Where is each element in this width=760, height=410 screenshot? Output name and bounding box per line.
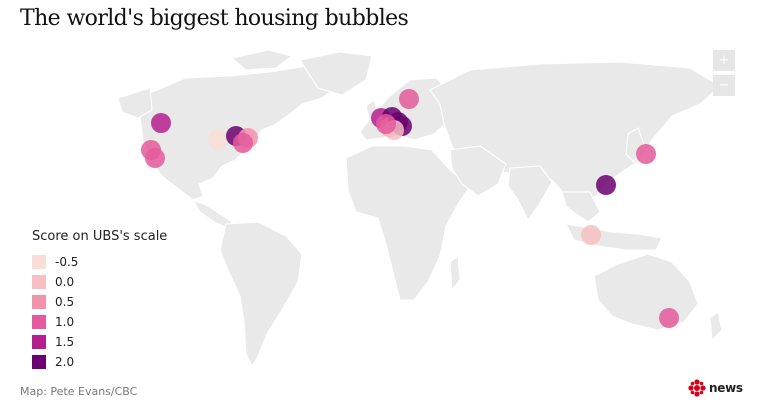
legend-item: 1.0: [32, 312, 167, 332]
zoom-out-button[interactable]: −: [713, 75, 735, 96]
city-bubble[interactable]: [596, 175, 616, 195]
map-credit: Map: Pete Evans/CBC: [20, 385, 138, 398]
city-bubbles[interactable]: [141, 89, 679, 328]
legend-item: -0.5: [32, 252, 167, 272]
land-greenland: [299, 51, 373, 96]
land-alaska: [117, 87, 153, 119]
legend: Score on UBS's scale -0.5 0.0 0.5 1.0 1.…: [32, 229, 167, 372]
legend-item: 1.5: [32, 332, 167, 352]
land-madagascar: [449, 255, 461, 291]
page-title: The world's biggest housing bubbles: [20, 6, 409, 31]
land-africa: [345, 145, 471, 301]
city-bubble[interactable]: [208, 130, 228, 150]
land-australia: [593, 253, 699, 331]
legend-label: 1.0: [55, 315, 75, 329]
land-indonesia: [565, 223, 663, 251]
brand-text: news: [709, 381, 743, 395]
zoom-in-button[interactable]: +: [713, 50, 735, 71]
legend-swatch: [32, 315, 46, 329]
city-bubble[interactable]: [659, 308, 679, 328]
city-bubble[interactable]: [145, 148, 165, 168]
land-middle-east: [449, 145, 507, 197]
land-masses: [117, 49, 723, 367]
land-south-america: [219, 221, 303, 367]
legend-swatch: [32, 275, 46, 289]
city-bubble[interactable]: [636, 144, 656, 164]
city-bubble[interactable]: [399, 89, 419, 109]
city-bubble[interactable]: [581, 225, 601, 245]
legend-label: 0.0: [55, 275, 75, 289]
cbc-news-logo[interactable]: news: [688, 379, 743, 397]
legend-title: Score on UBS's scale: [32, 229, 168, 244]
land-arctic-islands: [231, 49, 293, 71]
legend-swatch: [32, 255, 46, 269]
legend-label: 2.0: [55, 355, 75, 369]
cbc-gem-icon: [688, 379, 706, 397]
city-bubble[interactable]: [376, 114, 396, 134]
legend-label: -0.5: [55, 255, 79, 269]
legend-swatch: [32, 355, 46, 369]
legend-label: 0.5: [55, 295, 75, 309]
legend-item: 2.0: [32, 352, 167, 372]
legend-item: 0.5: [32, 292, 167, 312]
land-southeast-asia: [561, 191, 601, 223]
legend-item: 0.0: [32, 272, 167, 292]
legend-swatch: [32, 295, 46, 309]
city-bubble[interactable]: [233, 133, 253, 153]
land-new-zealand: [709, 311, 723, 341]
land-india: [507, 165, 553, 221]
legend-label: 1.5: [55, 335, 75, 349]
city-bubble[interactable]: [151, 113, 171, 133]
legend-swatch: [32, 335, 46, 349]
